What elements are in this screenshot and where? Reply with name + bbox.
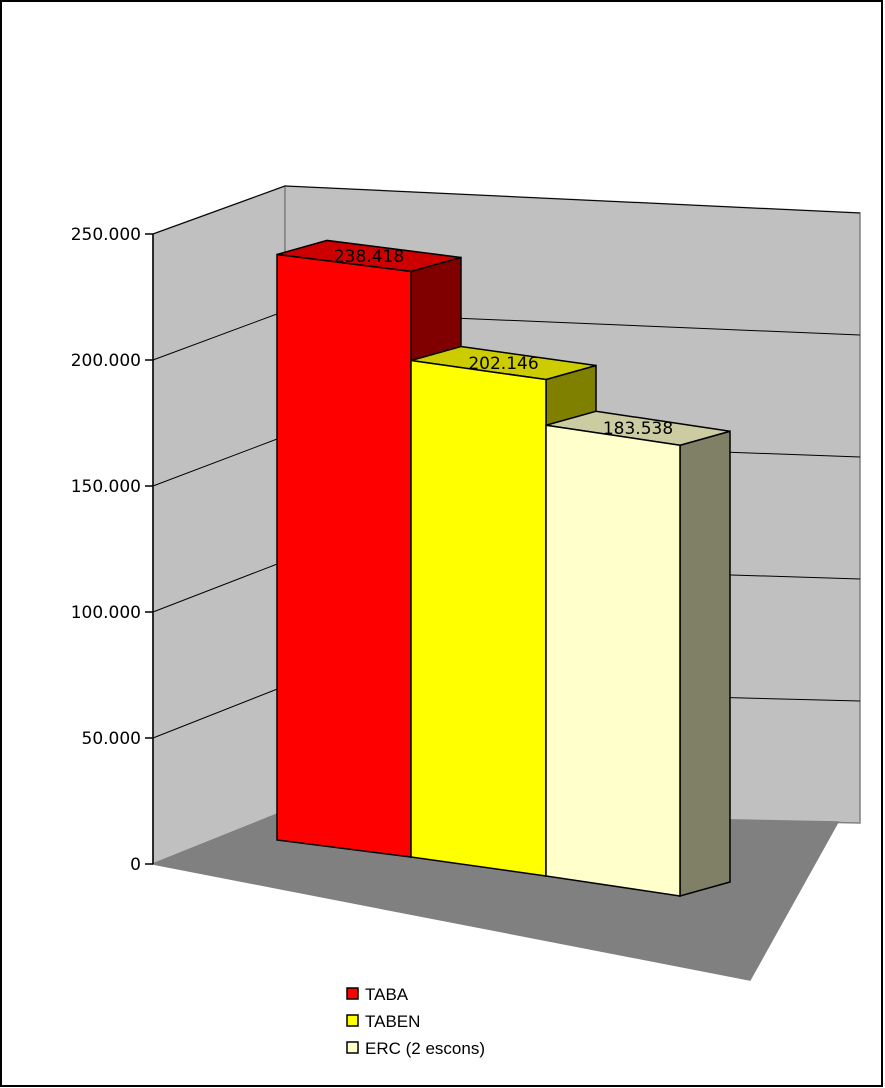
y-tick-label: 50.000 [82, 729, 141, 749]
legend-swatch [346, 987, 359, 1000]
y-tick-label: 100.000 [71, 603, 141, 623]
legend-label: TABA [365, 985, 409, 1004]
legend-label: ERC (2 escons) [365, 1039, 485, 1058]
legend-label: TABEN [365, 1012, 420, 1031]
bar-taben [410, 359, 547, 877]
gridline-side [152, 685, 286, 739]
y-tick-label: 200.000 [71, 351, 141, 371]
gridline-side [152, 560, 286, 613]
data-label: 202.146 [468, 354, 538, 374]
legend-swatch [346, 1041, 359, 1054]
y-tick-label: 150.000 [71, 477, 141, 497]
y-tick-label: 250.000 [71, 225, 141, 245]
bar-erc-2-escons- [545, 424, 681, 897]
bar-taba [276, 253, 412, 858]
side-wall [152, 184, 286, 866]
data-label: 238.418 [334, 247, 404, 267]
gridline-side [152, 185, 286, 235]
gridline-side [152, 435, 286, 487]
gridline-back [284, 185, 861, 214]
legend: TABA TABEN ERC (2 escons) [346, 985, 485, 1058]
bar-side-erc-2-escons- [679, 430, 731, 897]
legend-swatch [346, 1014, 359, 1027]
y-tick-label: 0 [130, 855, 141, 875]
gridline-side [152, 310, 286, 361]
data-label: 183.538 [603, 419, 673, 439]
